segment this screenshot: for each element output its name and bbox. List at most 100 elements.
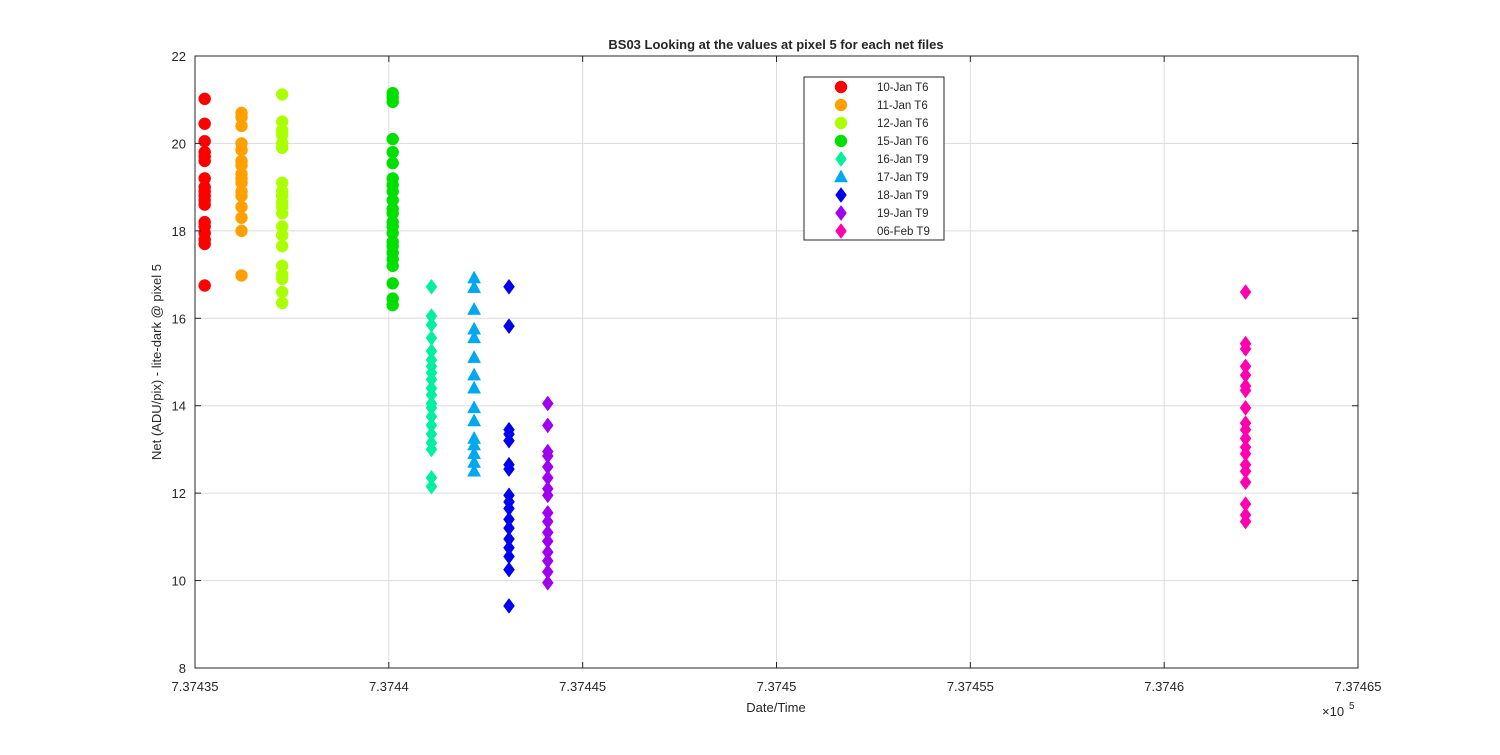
data-point	[1239, 358, 1252, 375]
legend-item: 11-Jan T6	[834, 98, 928, 112]
data-point	[467, 350, 482, 363]
data-point	[541, 513, 554, 530]
data-point	[1239, 456, 1252, 473]
data-point	[541, 458, 554, 475]
x-tick-label: 7.37455	[947, 679, 994, 694]
x-axis-label: Date/Time	[746, 700, 805, 715]
data-point	[467, 400, 482, 414]
data-point	[386, 145, 399, 159]
data-point	[425, 417, 438, 434]
legend-item: 17-Jan T9	[834, 169, 929, 184]
data-point	[235, 200, 248, 214]
data-point	[541, 533, 554, 550]
legend-marker	[834, 80, 848, 94]
data-point	[198, 279, 211, 292]
data-point	[467, 463, 482, 477]
data-point	[198, 172, 211, 185]
data-point	[503, 539, 515, 556]
data-point	[503, 487, 515, 504]
data-points	[198, 86, 1252, 614]
legend-marker	[834, 169, 848, 183]
data-point	[386, 156, 399, 170]
y-tick-label: 22	[172, 49, 186, 64]
data-point	[275, 239, 289, 253]
data-point	[275, 176, 289, 190]
legend-label: 11-Jan T6	[877, 100, 928, 112]
x-tick-label: 7.3746	[1144, 679, 1184, 694]
data-point	[386, 172, 399, 185]
data-point	[1239, 367, 1252, 384]
data-point	[467, 446, 482, 460]
data-point	[467, 330, 482, 344]
grid-lines	[195, 56, 1358, 668]
data-point	[198, 117, 211, 131]
data-point	[541, 443, 554, 460]
data-point	[235, 269, 248, 282]
x-tick-label: 7.37435	[172, 679, 219, 694]
data-point	[386, 277, 399, 290]
data-point	[541, 469, 554, 486]
data-point	[1239, 415, 1252, 432]
legend-marker	[835, 205, 847, 221]
data-point	[425, 395, 438, 412]
data-point	[198, 134, 211, 148]
data-point	[541, 563, 554, 580]
legend-item: 15-Jan T6	[834, 134, 929, 148]
data-point	[1239, 378, 1252, 394]
data-point	[198, 215, 211, 229]
data-point	[541, 395, 554, 412]
legend-label: 16-Jan T9	[877, 154, 929, 166]
x-exponent: ×10 5	[1322, 701, 1355, 719]
data-point	[386, 292, 399, 305]
data-point	[425, 426, 438, 443]
data-point	[541, 417, 554, 434]
legend-item: 16-Jan T9	[835, 151, 929, 167]
data-point	[467, 302, 482, 315]
data-point	[275, 296, 289, 310]
y-tick-label: 12	[172, 486, 186, 501]
data-point	[503, 548, 515, 565]
data-point	[275, 220, 289, 233]
data-point	[503, 456, 515, 473]
legend-item: 10-Jan T6	[834, 80, 929, 94]
data-point	[425, 434, 438, 451]
data-point	[1239, 439, 1252, 456]
data-point	[425, 351, 438, 368]
data-point	[503, 511, 515, 528]
data-point	[467, 413, 482, 427]
data-point	[1239, 430, 1252, 447]
data-point	[541, 480, 554, 497]
x-tick-label: 7.37465	[1335, 679, 1382, 694]
data-point	[235, 224, 248, 238]
data-point	[425, 278, 438, 295]
data-point	[275, 88, 289, 101]
data-point	[1239, 496, 1252, 512]
data-point	[1239, 474, 1252, 491]
y-tick-label: 20	[172, 136, 186, 151]
y-tick-label: 8	[179, 661, 186, 676]
data-point	[235, 154, 248, 168]
data-point	[541, 524, 554, 541]
data-point	[198, 92, 211, 106]
data-point	[467, 280, 482, 293]
data-point	[541, 504, 554, 521]
chart-title: BS03 Looking at the values at pixel 5 fo…	[608, 37, 943, 52]
data-point	[503, 520, 515, 537]
legend-label: 18-Jan T9	[877, 190, 929, 202]
legend-label: 12-Jan T6	[877, 118, 929, 130]
y-tick-label: 16	[172, 311, 186, 326]
data-point	[503, 278, 515, 295]
legend-label: 06-Feb T9	[877, 226, 930, 238]
data-point	[425, 308, 438, 325]
data-point	[425, 330, 438, 346]
legend-item: 12-Jan T6	[834, 116, 929, 130]
data-point	[467, 367, 482, 381]
data-point	[386, 132, 399, 146]
legend: 10-Jan T6 11-Jan T6 12-Jan T6 15-Jan T6 16-J…	[803, 76, 945, 241]
data-point	[1239, 335, 1252, 352]
data-point	[1239, 284, 1252, 300]
data-point	[275, 285, 289, 299]
data-point	[425, 408, 438, 425]
x-tick-label: 7.37445	[559, 679, 606, 694]
